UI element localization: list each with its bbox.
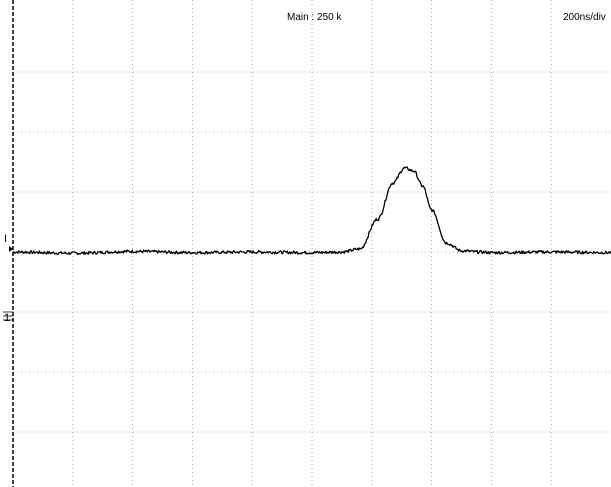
trigger-arrow-icon [9, 246, 13, 252]
record-length-label: Main : 250 k [287, 12, 342, 23]
ground-lines-icon [3, 311, 13, 321]
waveform-trace [12, 166, 611, 256]
trigger-level-marker: I [4, 233, 7, 245]
ground-level-marker: 1 [4, 312, 10, 324]
timebase-label: 200ns/div [563, 12, 606, 23]
